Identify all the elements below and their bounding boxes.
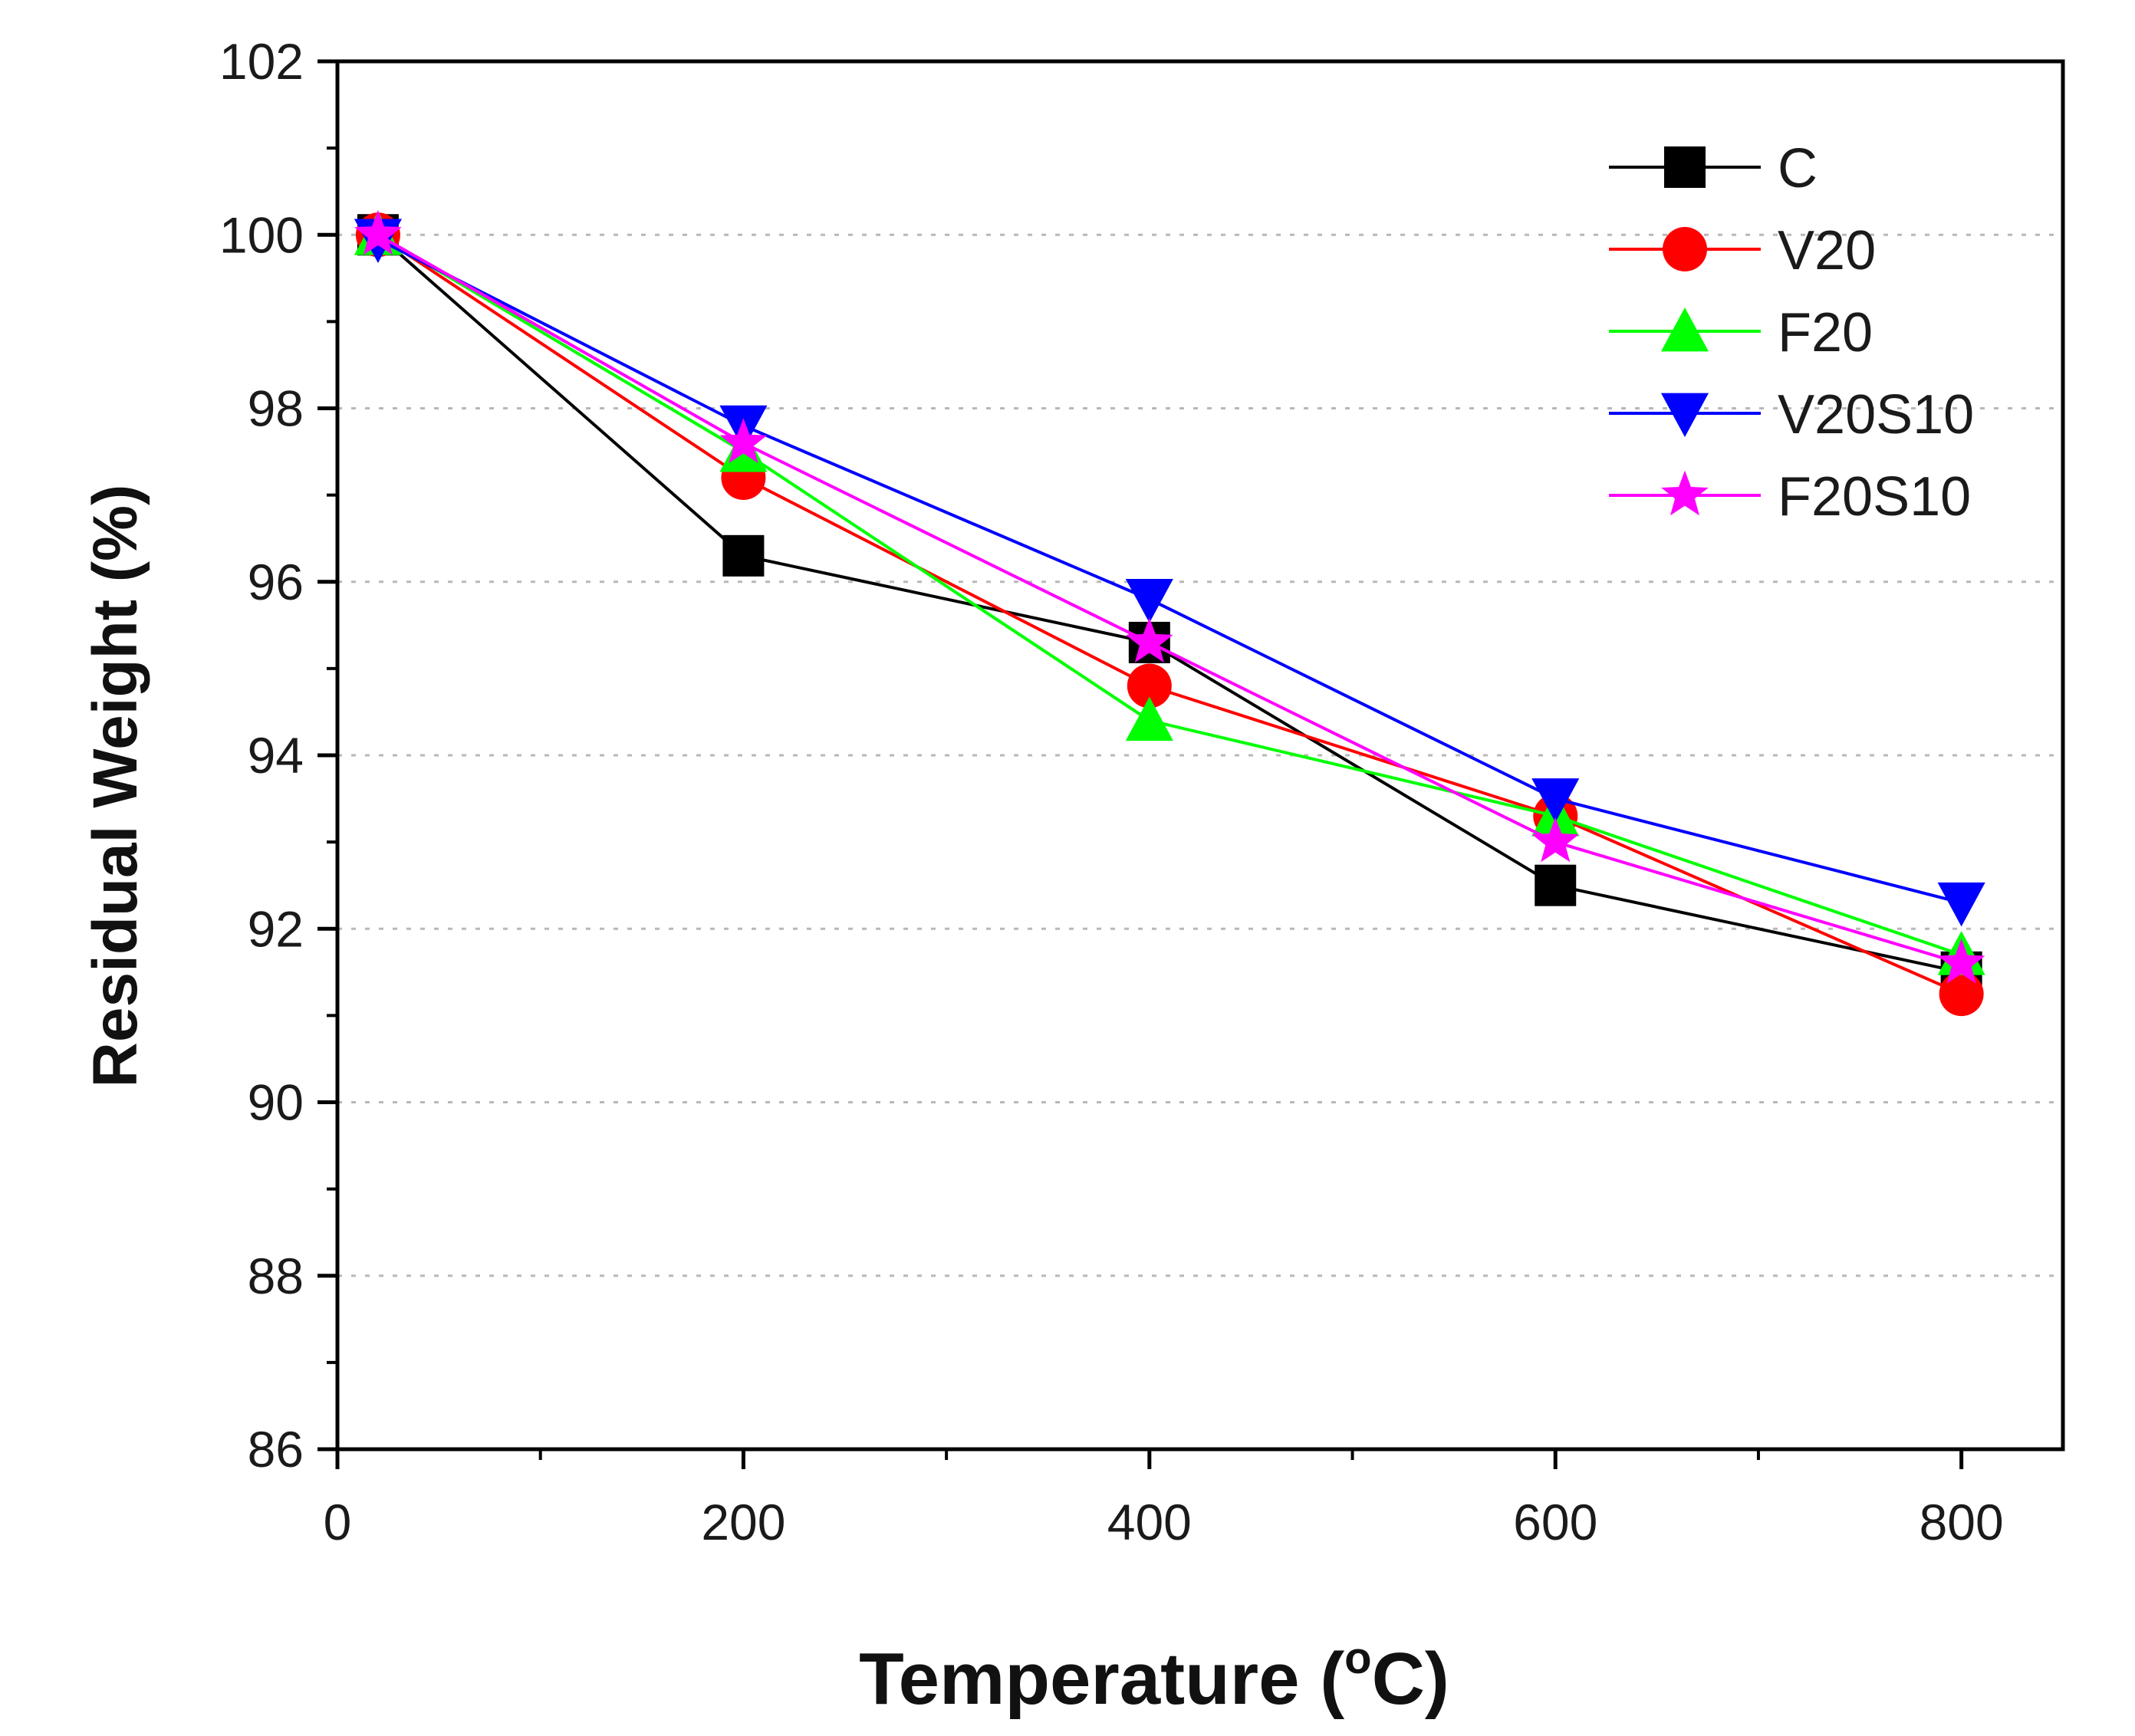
y-tick-label: 90 [248, 1074, 304, 1131]
data-point-v20s10 [1125, 578, 1173, 623]
y-tick-label: 96 [248, 554, 304, 610]
data-point-f20s10 [1531, 817, 1579, 863]
x-axis-ticks: 0 200 400 600 800 [324, 1449, 2004, 1550]
data-point-f20s10 [719, 418, 768, 463]
data-point-f20s10 [1126, 617, 1173, 663]
y-tick-label: 102 [219, 33, 304, 90]
y-axis-ticks: 86 88 90 92 94 96 98 100 102 [219, 33, 337, 1478]
x-tick-label: 0 [324, 1494, 352, 1550]
legend-label-v20s10: V20S10 [1778, 384, 1974, 446]
y-tick-label: 100 [219, 206, 304, 263]
data-point-f20 [1125, 696, 1173, 741]
legend: C V20 F20 V20S10 F20S10 [1609, 138, 1974, 528]
legend-marker-f20s10 [1661, 470, 1709, 516]
legend-item-v20: V20 [1609, 220, 1876, 281]
legend-label-v20: V20 [1778, 220, 1876, 281]
legend-marker-v20 [1663, 227, 1707, 271]
y-tick-label: 88 [248, 1248, 304, 1304]
data-point-v20 [1939, 972, 1984, 1017]
data-point-v20s10 [1937, 882, 1985, 927]
legend-marker-c [1664, 146, 1706, 188]
legend-item-f20s10: F20S10 [1609, 466, 1971, 528]
series-v20s10 [354, 219, 1985, 927]
data-point-f20s10 [354, 209, 402, 255]
series-line-v20 [377, 233, 1962, 995]
series-line-v20s10 [377, 238, 1962, 905]
data-point-c [722, 534, 765, 577]
legend-marker-f20 [1660, 307, 1709, 352]
legend-label-c: C [1778, 138, 1818, 199]
legend-label-f20s10: F20S10 [1778, 466, 1971, 528]
y-tick-label: 94 [248, 727, 304, 784]
x-axis-title: Temperature (oC) [859, 1633, 1449, 1720]
y-tick-label: 86 [248, 1421, 304, 1478]
legend-marker-v20s10 [1660, 393, 1709, 438]
y-axis-title: Residual Weight (%) [81, 485, 150, 1088]
series-f20 [354, 211, 1985, 975]
y-tick-label: 92 [248, 900, 304, 957]
x-tick-label: 200 [701, 1494, 785, 1550]
data-point-v20 [1127, 663, 1172, 709]
series-layer [354, 209, 1985, 1017]
series-f20s10 [354, 209, 1985, 984]
data-point-v20s10 [1531, 778, 1580, 823]
grid-lines [337, 233, 2063, 1277]
data-point-c [1535, 864, 1577, 906]
legend-item-v20s10: V20S10 [1609, 384, 1974, 446]
x-tick-label: 400 [1107, 1494, 1192, 1550]
series-line-f20 [377, 233, 1962, 957]
legend-item-f20: F20 [1609, 302, 1873, 363]
legend-label-f20: F20 [1778, 302, 1873, 363]
series-line-f20s10 [377, 233, 1962, 965]
legend-item-c: C [1609, 138, 1818, 199]
x-tick-label: 800 [1920, 1494, 2004, 1550]
x-tick-label: 600 [1513, 1494, 1597, 1550]
y-tick-label: 98 [248, 380, 304, 437]
series-line-c [377, 233, 1962, 974]
data-point-f20s10 [1937, 939, 1985, 984]
